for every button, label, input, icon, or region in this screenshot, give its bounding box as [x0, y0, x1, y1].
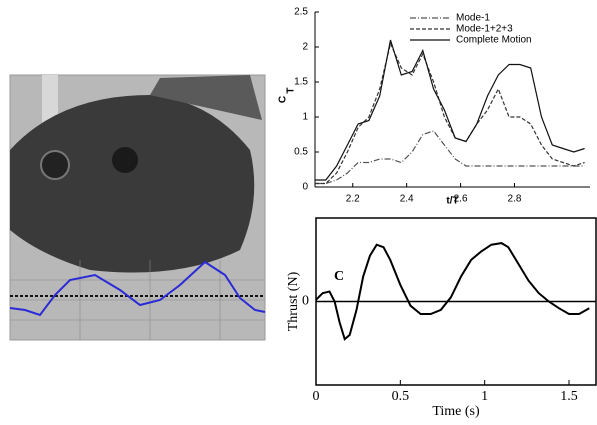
fish-photo	[9, 74, 266, 341]
x-tick-label: 2.4	[400, 194, 414, 205]
y-tick-label: 0	[302, 182, 308, 193]
y-axis-label-subscript: T	[286, 87, 297, 93]
x-axis-label: Time (s)	[432, 404, 480, 419]
y-tick-label: 1	[302, 112, 308, 123]
chart-ct: 0 0.5 1 1.5 2 2.5 2.2 2.4 2.6 2.8 t/T CT Mode-1Mode-…	[278, 7, 590, 207]
chart-thrust: 0 0 0.5 1 1.5 Time (s) Thrust (N) C	[286, 217, 597, 419]
y-axis-label: C	[278, 96, 289, 103]
legend-label: Mode-1+2+3	[456, 24, 513, 35]
y-axis-label: Thrust (N)	[286, 271, 301, 331]
x-tick-label: 2.2	[346, 194, 360, 205]
x-tick-label: 0	[313, 389, 320, 404]
x-axis-label: t/T	[446, 196, 458, 207]
series-line	[315, 39, 585, 181]
legend-label: Complete Motion	[456, 35, 532, 46]
x-tick-label: 2.8	[508, 194, 522, 205]
y-tick-label: 2	[302, 42, 308, 53]
x-tick-label: 2.6	[454, 194, 468, 205]
x-tick-label: 1.5	[560, 389, 578, 404]
y-tick-label: 1.5	[294, 77, 308, 88]
legend-label: Mode-1	[456, 13, 490, 24]
series-line	[315, 41, 585, 185]
x-tick-label: 1	[481, 389, 488, 404]
series-line	[315, 242, 590, 341]
y-tick-label: 2.5	[294, 7, 308, 18]
x-tick-label: 0.5	[392, 389, 410, 404]
y-tick-label: 0.5	[294, 147, 308, 158]
y-tick-label: 0	[302, 294, 309, 309]
annotation: C	[334, 269, 344, 284]
series-line	[315, 130, 585, 185]
